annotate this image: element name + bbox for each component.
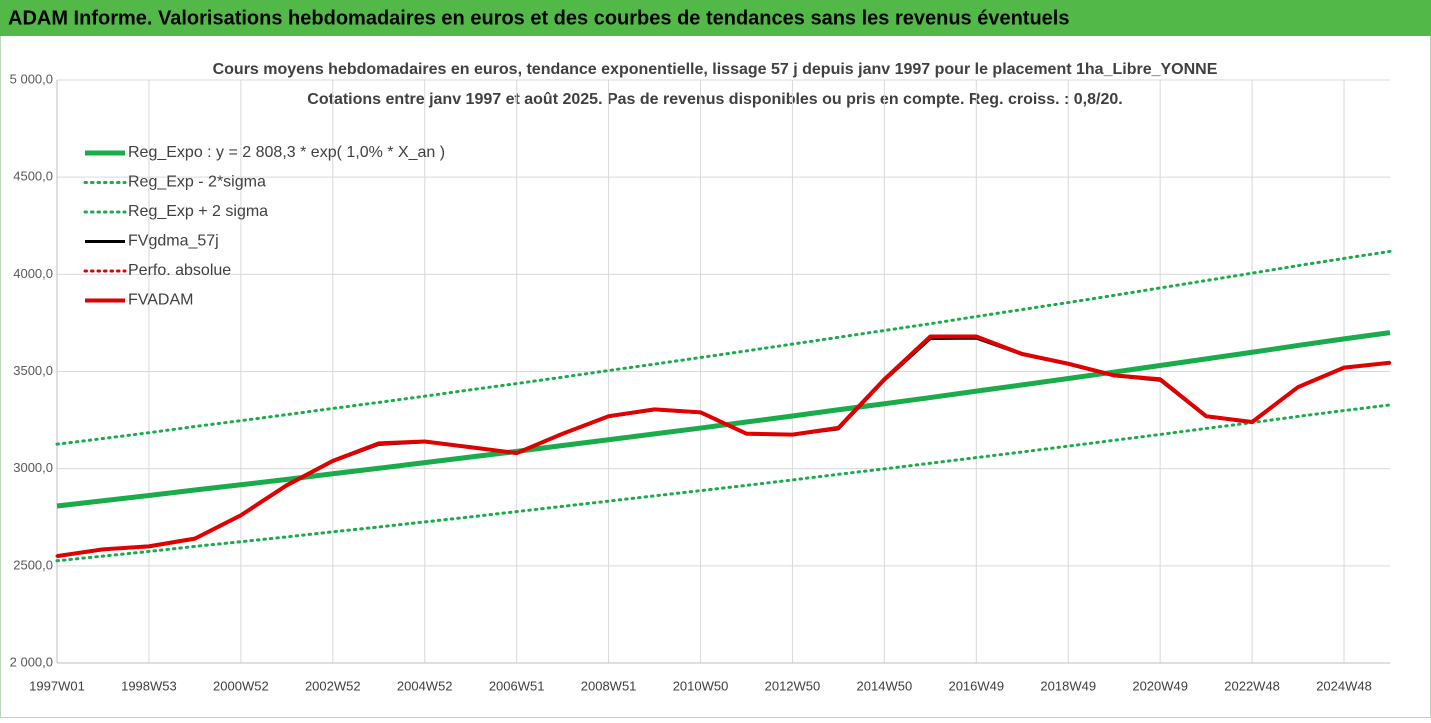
header-title: ADAM Informe. Valorisations hebdomadaire… xyxy=(8,7,1069,29)
x-tick-label: 2016W49 xyxy=(948,678,1004,693)
y-tick-label: 4500,0 xyxy=(13,169,53,184)
legend-label: FVgdma_57j xyxy=(128,233,219,250)
x-tick-label: 2002W52 xyxy=(305,678,361,693)
y-tick-label: 3500,0 xyxy=(13,363,53,378)
x-tick-label: 2024W48 xyxy=(1316,678,1372,693)
series-line xyxy=(56,334,1391,559)
y-tick-label: 5 000,0 xyxy=(10,71,53,86)
x-tick-label: 2004W52 xyxy=(397,678,453,693)
series-line xyxy=(55,249,1392,446)
chart-title: Cours moyens hebdomadaires en euros, ten… xyxy=(213,61,1218,78)
y-tick-label: 2500,0 xyxy=(13,557,53,572)
chart-subtitle: Cotations entre janv 1997 et août 2025. … xyxy=(307,91,1122,108)
x-tick-label: 2012W50 xyxy=(765,678,821,693)
legend-label: Reg_Expo : y = 2 808,3 * exp( 1,0% * X_a… xyxy=(128,144,445,161)
x-tick-label: 2022W48 xyxy=(1224,678,1280,693)
x-tick-label: 2008W51 xyxy=(581,678,637,693)
x-tick-label: 2000W52 xyxy=(213,678,269,693)
y-tick-label: 4000,0 xyxy=(13,266,53,281)
legend-label: FVADAM xyxy=(128,292,193,309)
x-tick-label: 2018W49 xyxy=(1040,678,1096,693)
series-line xyxy=(55,403,1392,563)
legend-label: Reg_Exp + 2 sigma xyxy=(128,203,268,220)
y-tick-label: 2 000,0 xyxy=(10,654,53,669)
legend-label: Perfo. absolue xyxy=(128,262,231,279)
x-tick-label: 2010W50 xyxy=(673,678,729,693)
x-tick-label: 2006W51 xyxy=(489,678,545,693)
x-tick-label: 2014W50 xyxy=(857,678,913,693)
header-bar xyxy=(0,0,1431,36)
y-tick-label: 3000,0 xyxy=(13,460,53,475)
x-tick-label: 2020W49 xyxy=(1132,678,1188,693)
legend-label: Reg_Exp - 2*sigma xyxy=(128,174,266,191)
x-tick-label: 1998W53 xyxy=(121,678,177,693)
x-tick-label: 1997W01 xyxy=(29,678,85,693)
